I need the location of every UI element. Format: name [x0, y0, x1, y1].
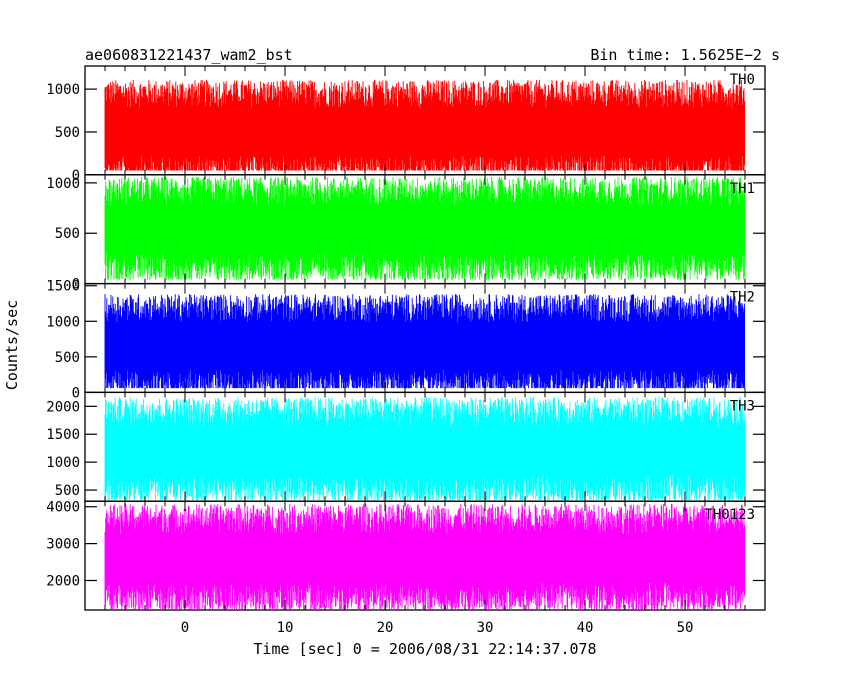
panel-label-th0123: TH0123 — [704, 507, 755, 523]
x-tick-label: 40 — [577, 620, 594, 636]
y-tick-label-th0: 500 — [55, 125, 80, 141]
y-tick-label-th1: 1000 — [46, 176, 80, 192]
x-axis-label: Time [sec] 0 = 2006/08/31 22:14:37.078 — [253, 640, 596, 658]
header-bin-time: Bin time: 1.5625E−2 s — [590, 46, 780, 64]
x-tick-label: 50 — [677, 620, 694, 636]
panel-label-th1: TH1 — [730, 181, 755, 197]
y-tick-label-th0123: 3000 — [46, 537, 80, 553]
y-tick-label-th2: 1500 — [46, 279, 80, 295]
y-tick-label-th2: 1000 — [46, 314, 80, 330]
x-tick-label: 20 — [377, 620, 394, 636]
panel-label-th2: TH2 — [730, 290, 755, 306]
header-title: ae060831221437_wam2_bst — [85, 46, 293, 64]
x-tick-label: 30 — [477, 620, 494, 636]
y-tick-label-th0: 1000 — [46, 82, 80, 98]
series-th1 — [104, 176, 746, 280]
panel-label-th3: TH3 — [730, 398, 755, 414]
series-th3 — [104, 397, 746, 501]
y-tick-label-th2: 500 — [55, 350, 80, 366]
series-th2 — [104, 294, 746, 389]
series-th0 — [104, 79, 746, 171]
y-tick-label-th0: 0 — [72, 168, 80, 184]
y-tick-label-th3: 1000 — [46, 455, 80, 471]
panel-label-th0: TH0 — [730, 72, 755, 88]
x-tick-label: 10 — [277, 620, 294, 636]
y-tick-label-th1: 500 — [55, 226, 80, 242]
y-tick-label-th1: 0 — [72, 277, 80, 293]
y-tick-label-th2: 0 — [72, 385, 80, 401]
series-th0123 — [104, 504, 746, 609]
y-tick-label-th3: 2000 — [46, 399, 80, 415]
y-tick-label-th3: 1500 — [46, 427, 80, 443]
panels: 0 500 1000 TH0 0 500 1000 TH1 0 500 1000 1500 TH2 500… — [46, 65, 766, 611]
y-tick-label-th0123: 2000 — [46, 573, 80, 589]
y-axis-label: Counts/sec — [3, 300, 21, 390]
y-tick-label-th3: 500 — [55, 483, 80, 499]
x-axis: 0 10 20 30 40 50 — [181, 620, 694, 636]
x-tick-label: 0 — [181, 620, 189, 636]
y-tick-label-th0123: 4000 — [46, 500, 80, 516]
